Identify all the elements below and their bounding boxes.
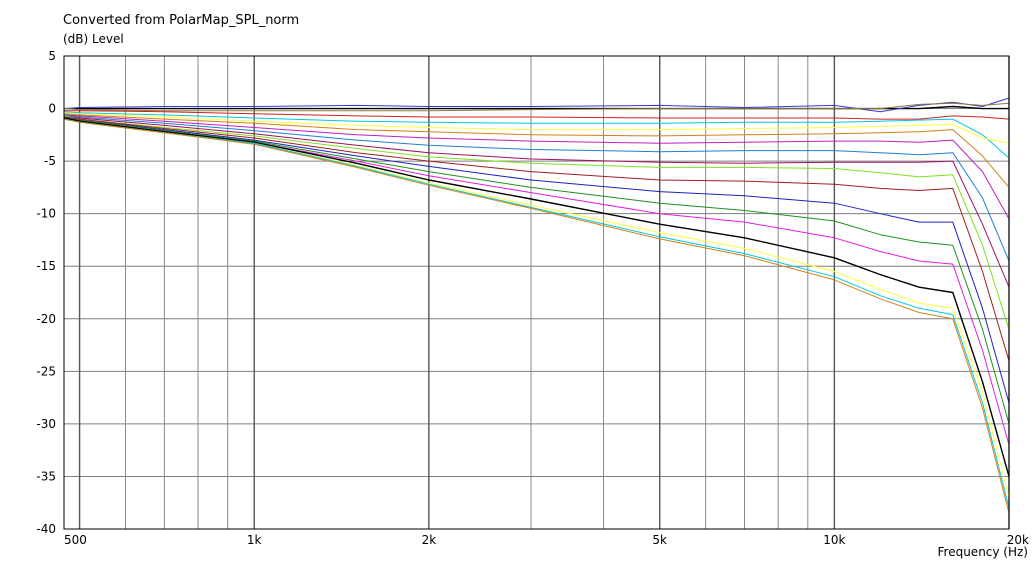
y-tick-label: -40 [36, 522, 56, 536]
chart-title: Converted from PolarMap_SPL_norm [63, 13, 300, 28]
series-line-3 [63, 102, 1010, 112]
y-tick-label: -25 [36, 364, 56, 378]
series-line-18 [63, 118, 1010, 509]
series-line-19 [63, 118, 1010, 514]
x-tick-label: 1k [247, 533, 262, 547]
y-tick-labels: 5 0 -5 -10 -15 -20 -25 -30 -35 -40 [36, 49, 56, 536]
y-axis-label: (dB) Level [63, 32, 124, 46]
y-tick-label: -5 [44, 154, 56, 168]
x-tick-label: 10k [823, 533, 845, 547]
series-line-7 [63, 113, 1010, 188]
series-line-14 [63, 117, 1010, 425]
series-line-10 [63, 115, 1010, 288]
y-tick-label: 5 [48, 49, 56, 63]
series-line-4 [64, 110, 1010, 120]
y-tick-label: -30 [36, 417, 56, 431]
series-line-13 [63, 116, 1010, 404]
y-tick-label: 0 [48, 102, 56, 116]
y-tick-label: -20 [36, 312, 56, 326]
series-line-16 [63, 117, 1010, 477]
series-line-5 [63, 111, 1010, 159]
series-line-9 [63, 114, 1010, 262]
x-tick-label: 20k [1007, 533, 1029, 547]
series-line-8 [63, 114, 1010, 220]
plot-frame [63, 55, 1010, 530]
series-curves [63, 97, 1010, 514]
x-tick-labels: 500 1k 2k 5k 10k 20k [64, 533, 1029, 547]
x-axis-label: Frequency (Hz) [937, 545, 1029, 559]
y-tick-label: -35 [36, 469, 56, 483]
series-line-17 [63, 118, 1010, 498]
x-tick-label: 500 [64, 533, 87, 547]
series-line-15 [63, 117, 1010, 446]
y-tick-label: -10 [36, 207, 56, 221]
series-line-11 [63, 115, 1010, 330]
x-tick-label: 2k [422, 533, 437, 547]
y-tick-label: -15 [36, 259, 56, 273]
series-line-6 [63, 112, 1010, 144]
x-tick-label: 5k [652, 533, 667, 547]
series-line-12 [63, 116, 1010, 361]
